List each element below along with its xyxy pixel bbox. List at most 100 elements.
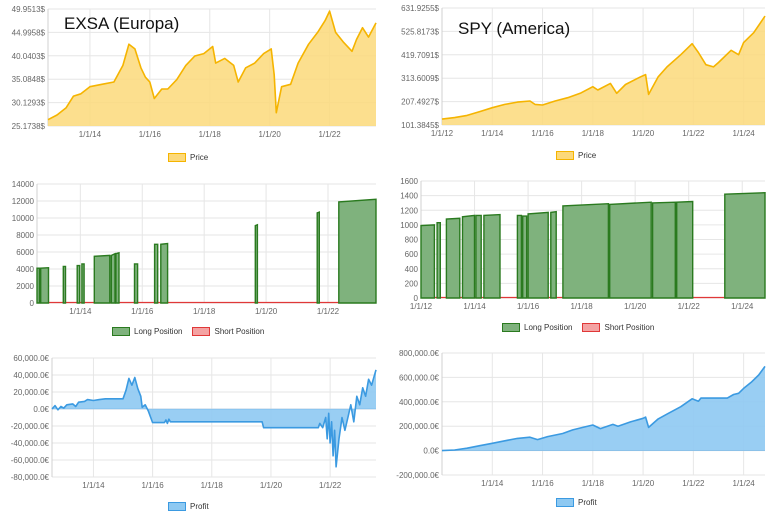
x-tick-label: 1/1/14	[481, 129, 504, 138]
y-tick-label: 60,000.0€	[13, 354, 49, 363]
long-position-bar	[133, 263, 139, 304]
exsa-chart-title: EXSA (Europa)	[64, 14, 180, 33]
price-swatch-icon	[556, 151, 574, 160]
y-tick-label: -20,000.0€	[11, 422, 50, 431]
y-tick-label: 800	[405, 236, 419, 245]
long-position-bar	[338, 198, 377, 304]
x-tick-label: 1/1/16	[131, 307, 154, 316]
legend-label: Short Position	[604, 323, 655, 332]
legend-item-price[interactable]: Price	[556, 151, 596, 160]
x-tick-label: 1/1/18	[582, 479, 605, 488]
legend-item-long-position[interactable]: Long Position	[502, 323, 572, 332]
x-tick-label: 1/1/22	[319, 481, 342, 490]
x-tick-label: 1/1/16	[141, 481, 164, 490]
y-tick-label: 20,000.0€	[13, 388, 49, 397]
exsa-position-panel: 0 2000 4000 6000 8000 10000 12000 14000 1/1/14 1/…	[0, 172, 384, 344]
y-tick-label: 400,000.0€	[399, 398, 440, 407]
x-tick-label: 1/1/18	[199, 130, 222, 139]
exsa-position-chart: 0 2000 4000 6000 8000 10000 12000 14000 1/1/14 1/…	[12, 180, 377, 316]
x-tick-label: 1/1/18	[201, 481, 224, 490]
series-line	[47, 10, 377, 121]
long-position-bar	[483, 213, 501, 299]
x-tick-label: 1/1/14	[79, 130, 102, 139]
y-tick-label: 800,000.0€	[399, 349, 440, 358]
spy-chart-title: SPY (America)	[458, 19, 571, 38]
y-tick-label: 6000	[16, 248, 34, 257]
y-tick-label: 44.9958$	[12, 28, 46, 37]
legend-item-profit[interactable]: Profit	[168, 502, 209, 511]
exsa-profit-panel: -80,000.0€ -60,000.0€ -40,000.0€ -20,000.0€…	[0, 344, 384, 518]
spy-price-panel: 101.3845$ 207.4927$ 313.6009$ 419.7091$ 525.…	[384, 0, 768, 172]
exsa-price-panel: 25.1738$ 30.1293$ 35.0848$ 40.0403$ 44.9958$…	[0, 0, 384, 172]
spy-profit-chart: -200,000.0€ 0.0€ 200,000.0€ 400,000.0€ 600,0…	[396, 349, 766, 488]
y-tick-label: 313.6009$	[401, 74, 439, 83]
area-fill	[52, 369, 376, 467]
y-tick-label: 8000	[16, 231, 34, 240]
y-tick-label: 40,000.0€	[13, 371, 49, 380]
area-fill	[442, 366, 765, 451]
exsa-profit-legend[interactable]: Profit	[168, 502, 209, 511]
x-tick-label: 1/1/12	[431, 129, 454, 138]
x-tick-label: 1/1/16	[139, 130, 162, 139]
spy-price-chart: 101.3845$ 207.4927$ 313.6009$ 419.7091$ 525.…	[401, 4, 766, 138]
x-tick-label: 1/1/22	[682, 129, 705, 138]
y-tick-label: 600,000.0€	[399, 373, 440, 382]
exsa-price-chart: 25.1738$ 30.1293$ 35.0848$ 40.0403$ 44.9958$…	[12, 5, 377, 139]
long-position-bar	[316, 211, 320, 304]
y-tick-label: 200	[405, 279, 419, 288]
long-position-bar	[153, 243, 159, 304]
spy-position-chart: 0 200 400 600 800 1000 1200 1400 1600 1/1/12 1/1/1…	[400, 177, 766, 311]
legend-item-profit[interactable]: Profit	[556, 498, 597, 507]
x-tick-label: 1/1/18	[582, 129, 605, 138]
spy-price-legend[interactable]: Price	[556, 151, 596, 160]
x-tick-label: 1/1/14	[69, 307, 92, 316]
legend-item-price[interactable]: Price	[168, 153, 208, 162]
y-tick-label: 12000	[12, 197, 35, 206]
exsa-price-legend[interactable]: Price	[168, 153, 208, 162]
x-tick-label: 1/1/16	[517, 302, 540, 311]
legend-label: Price	[578, 151, 597, 160]
series-line	[441, 15, 766, 120]
y-tick-label: 0.0€	[33, 405, 49, 414]
short-swatch-icon	[192, 327, 211, 336]
spy-profit-legend[interactable]: Profit	[556, 498, 597, 507]
x-tick-label: 1/1/20	[624, 302, 647, 311]
y-tick-label: 40.0403$	[12, 52, 46, 61]
legend-label: Long Position	[134, 327, 183, 336]
y-tick-label: 631.9255$	[401, 4, 439, 13]
x-tick-label: 1/1/24	[733, 479, 756, 488]
y-tick-label: -80,000.0€	[11, 473, 50, 482]
long-position-bar	[475, 214, 482, 299]
long-position-bar	[436, 222, 441, 299]
spy-position-legend[interactable]: Long Position Short Position	[502, 323, 654, 332]
y-tick-label: -200,000.0€	[396, 471, 439, 480]
y-tick-label: 14000	[12, 180, 35, 189]
x-tick-label: 1/1/24	[731, 302, 754, 311]
long-position-bar	[527, 211, 549, 299]
area-fill	[442, 16, 765, 126]
x-tick-label: 1/1/12	[410, 302, 433, 311]
y-tick-label: 400	[405, 265, 419, 274]
y-tick-label: 1200	[400, 206, 418, 215]
exsa-profit-chart: -80,000.0€ -60,000.0€ -40,000.0€ -20,000.0€…	[11, 354, 377, 490]
x-tick-label: 1/1/18	[570, 302, 593, 311]
y-tick-label: 1000	[400, 221, 418, 230]
legend-item-long-position[interactable]: Long Position	[112, 327, 182, 336]
long-position-bar	[516, 214, 523, 299]
long-position-bar	[160, 242, 169, 304]
x-tick-label: 1/1/14	[481, 479, 504, 488]
legend-item-short-position[interactable]: Short Position	[582, 323, 654, 332]
y-tick-label: 10000	[12, 214, 35, 223]
long-position-bar	[254, 223, 259, 304]
x-tick-label: 1/1/20	[259, 130, 282, 139]
x-tick-label: 1/1/16	[531, 129, 554, 138]
long-swatch-icon	[112, 327, 130, 336]
profit-swatch-icon	[556, 498, 574, 507]
y-tick-label: 4000	[16, 265, 34, 274]
long-position-bar	[81, 263, 85, 304]
long-position-bar	[110, 252, 116, 304]
exsa-position-legend[interactable]: Long Position Short Position	[112, 327, 264, 336]
y-tick-label: 207.4927$	[401, 98, 439, 107]
y-tick-label: 25.1738$	[12, 122, 46, 131]
legend-item-short-position[interactable]: Short Position	[192, 327, 264, 336]
